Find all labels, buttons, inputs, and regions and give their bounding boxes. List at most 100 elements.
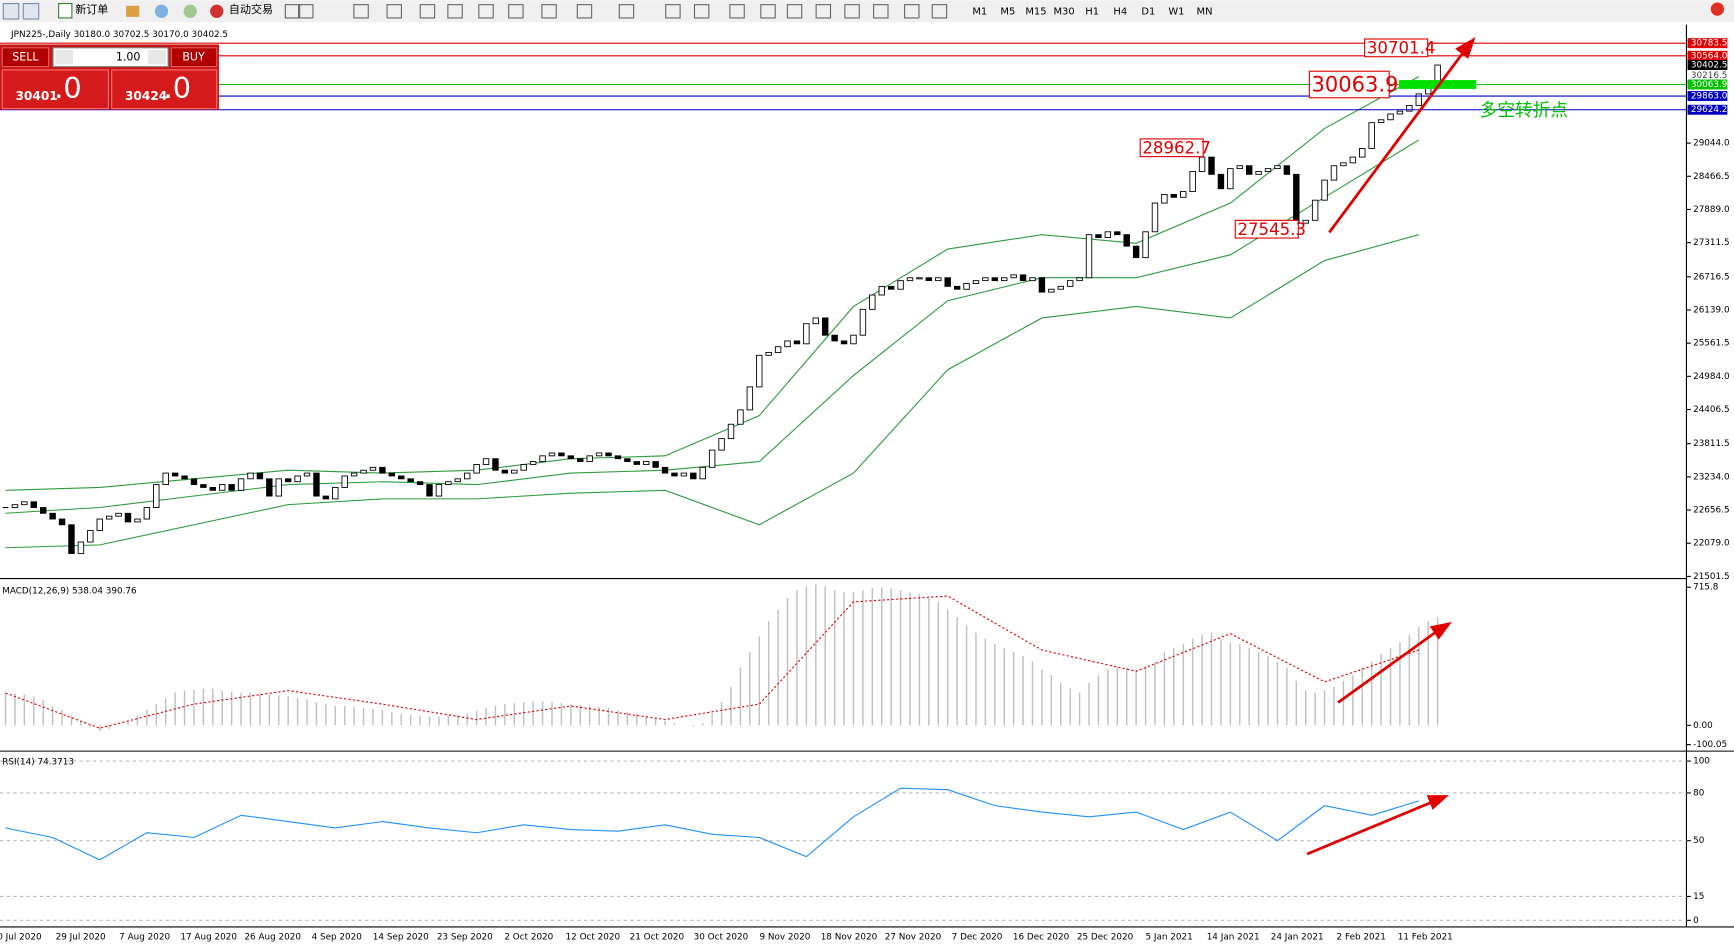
tool-icon[interactable]	[284, 4, 301, 19]
candle	[341, 475, 348, 488]
candle	[586, 455, 593, 463]
x-tick-label: 14 Jan 2021	[1207, 932, 1260, 942]
timeframe-button[interactable]: H1	[1085, 6, 1099, 17]
candle	[200, 484, 207, 488]
timeframe-button[interactable]: M5	[1000, 6, 1015, 17]
candle	[473, 464, 480, 474]
tool-icon[interactable]	[154, 4, 169, 18]
tool-icon[interactable]	[665, 4, 681, 19]
tool-icon[interactable]	[618, 4, 635, 19]
auto-trade-icon[interactable]	[210, 4, 224, 18]
price-level-tag	[1687, 50, 1728, 61]
candle	[190, 478, 198, 486]
candle	[944, 277, 951, 287]
x-tick-label: 2 Feb 2021	[1337, 932, 1386, 942]
y-tick-label: 28466.5	[1693, 172, 1730, 182]
lot-spinner[interactable]	[55, 50, 73, 65]
notification-badge[interactable]	[1710, 2, 1725, 16]
tool-icon[interactable]	[353, 4, 369, 19]
y-tick-label: 26716.5	[1693, 272, 1730, 282]
tool-icon[interactable]	[931, 4, 948, 19]
buy-label[interactable]: BUY	[182, 51, 205, 64]
candle	[982, 277, 989, 282]
candle	[1170, 194, 1178, 198]
tool-icon[interactable]	[298, 4, 314, 19]
x-tick-label: 16 Dec 2020	[1013, 932, 1070, 942]
tool-icon[interactable]	[873, 4, 889, 19]
timeframe-button[interactable]: MN	[1197, 6, 1213, 17]
buy-button[interactable]	[170, 47, 218, 68]
candle	[1029, 277, 1036, 282]
candle	[1132, 245, 1140, 259]
candle	[1321, 179, 1328, 201]
tool-icon[interactable]	[576, 4, 593, 19]
timeframe-button[interactable]: M30	[1053, 6, 1074, 17]
buy-price-box[interactable]	[111, 69, 218, 110]
tool-icon[interactable]	[386, 4, 402, 19]
tool-icon[interactable]	[786, 4, 803, 19]
tool-icon[interactable]	[478, 4, 494, 19]
y-tick-label: 715.8	[1693, 583, 1719, 593]
toolbar	[0, 0, 1734, 23]
new-order-icon[interactable]	[58, 3, 73, 19]
candle	[1114, 231, 1121, 236]
tool-icon[interactable]	[508, 4, 524, 19]
candle	[680, 472, 688, 477]
lot-spinner[interactable]	[148, 50, 166, 65]
annotation-box	[1364, 38, 1429, 58]
candle	[1293, 173, 1300, 224]
tool-icon[interactable]	[22, 3, 40, 20]
tool-icon[interactable]	[844, 4, 860, 19]
candle	[1123, 234, 1130, 247]
candle	[699, 466, 706, 480]
tool-icon[interactable]	[760, 4, 776, 19]
sell-price-box[interactable]	[1, 69, 109, 110]
candle	[1142, 231, 1149, 259]
tool-icon[interactable]	[693, 4, 710, 19]
timeframe-button[interactable]: H4	[1113, 6, 1127, 17]
tool-icon[interactable]	[2, 3, 20, 20]
lot-input[interactable]	[52, 47, 169, 68]
tool-icon[interactable]	[183, 4, 197, 18]
candle	[869, 294, 876, 310]
tool-icon[interactable]	[904, 4, 920, 19]
y-tick-label: 50	[1693, 836, 1705, 846]
candle	[237, 478, 245, 491]
candle	[859, 308, 867, 336]
tool-icon[interactable]	[815, 4, 832, 19]
candle	[1057, 285, 1064, 290]
tool-icon[interactable]	[126, 5, 140, 17]
timeframe-button[interactable]: W1	[1168, 6, 1184, 17]
candle	[878, 285, 885, 296]
new-order-button[interactable]: 新订单	[75, 2, 108, 16]
tool-icon[interactable]	[447, 4, 463, 19]
candle	[360, 469, 367, 474]
bollinger-band	[5, 234, 1419, 549]
annotation-note: 多空转折点	[1480, 100, 1568, 121]
timeframe-button[interactable]: M15	[1025, 6, 1046, 17]
lot-value[interactable]: 1.00	[116, 51, 141, 64]
candle	[1180, 191, 1187, 198]
price-level-label: 30216.5	[1691, 71, 1728, 81]
timeframe-button[interactable]: M1	[972, 6, 987, 17]
tool-icon[interactable]	[541, 4, 557, 19]
candle	[275, 478, 282, 497]
y-tick-label: 22656.5	[1693, 506, 1730, 516]
sell-label[interactable]: SELL	[12, 51, 39, 64]
candle	[68, 524, 75, 554]
candle	[718, 438, 725, 451]
candle	[652, 461, 659, 468]
candle	[407, 478, 414, 483]
auto-trade-button[interactable]: 自动交易	[229, 2, 273, 16]
price-level-label: 30783.5	[1691, 39, 1728, 49]
x-tick-label: 24 Jan 2021	[1271, 932, 1324, 942]
candle	[511, 469, 518, 474]
timeframe-button[interactable]: D1	[1141, 6, 1155, 17]
trend-arrow	[1337, 627, 1442, 704]
candle	[379, 466, 386, 474]
candle	[661, 466, 669, 474]
tool-icon[interactable]	[419, 4, 436, 19]
sell-button[interactable]	[1, 47, 50, 68]
y-tick-label: 23811.5	[1693, 439, 1730, 449]
tool-icon[interactable]	[729, 4, 745, 19]
